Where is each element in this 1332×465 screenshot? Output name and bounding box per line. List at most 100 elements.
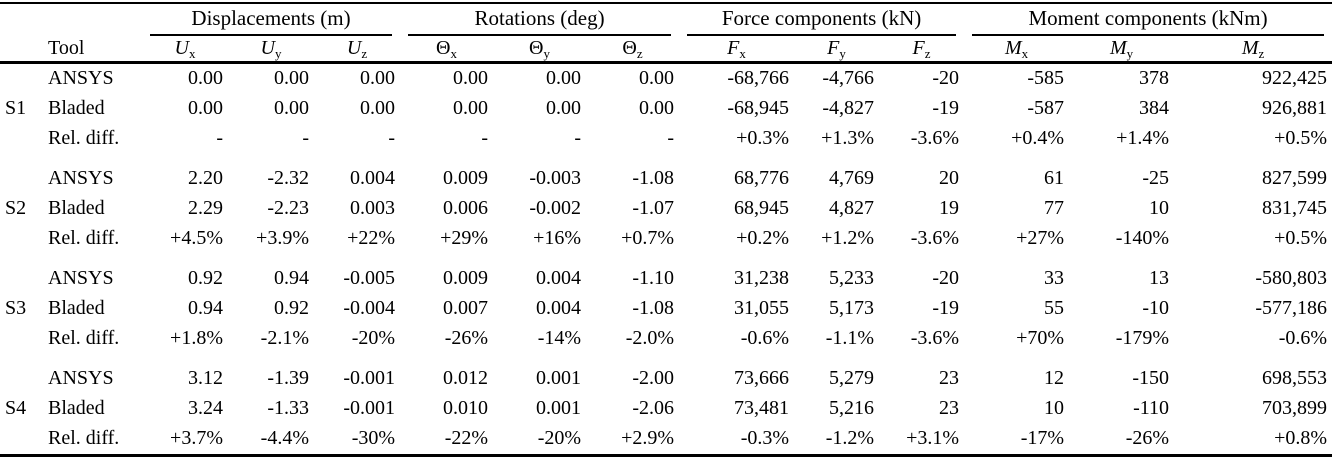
- value-cell-my: -25: [1142, 167, 1170, 189]
- value-cell-fy: 5,279: [829, 367, 875, 389]
- value-cell-mz: -0.6%: [1278, 327, 1328, 349]
- value-cell-uy: -2.1%: [260, 327, 309, 349]
- col-header-theta-x: Θx: [400, 36, 494, 64]
- value-cell-mx: 10: [1044, 397, 1065, 419]
- value-cell-my: 10: [1149, 197, 1170, 219]
- value-cell-fx: +0.3%: [736, 127, 790, 149]
- value-cell-theta-x: 0.012: [443, 367, 489, 389]
- value-cell-theta-y: 0.00: [546, 67, 582, 89]
- value-cell-mz: -580,803: [1255, 267, 1328, 289]
- col-header-subscript: x: [1021, 45, 1029, 61]
- value-cell-theta-z: -1.08: [632, 167, 675, 189]
- sensor-label: S4: [5, 397, 27, 419]
- row-s4-ansys: ANSYS 3.12 -1.39 -0.001 0.012 0.001 -2.00 73,66…: [0, 354, 1332, 394]
- row-s2-bladed: S2 Bladed 2.29 -2.23 0.003 0.006 -0.002 -1.07 68…: [0, 194, 1332, 224]
- col-header-subscript: z: [361, 45, 368, 61]
- value-cell-uz: +22%: [347, 227, 396, 249]
- col-header-subscript: y: [839, 45, 846, 61]
- value-cell-fy: 4,827: [829, 197, 875, 219]
- col-header-fy: Fy: [794, 36, 880, 64]
- value-cell-mx: -587: [1027, 97, 1065, 119]
- value-cell-fz: -3.6%: [910, 327, 960, 349]
- row-s1-ansys: ANSYS 0.00 0.00 0.00 0.00 0.00 0.00 -68,766 -4,7…: [0, 62, 1332, 94]
- value-cell-uy: -2.23: [267, 197, 309, 219]
- value-cell-theta-y: 0.004: [536, 267, 582, 289]
- value-cell-fx: -68,945: [727, 97, 790, 119]
- col-header-subscript: x: [450, 45, 458, 61]
- value-cell-mx: 12: [1044, 367, 1065, 389]
- sensor-label: [0, 224, 46, 254]
- col-header-subscript: x: [739, 45, 746, 61]
- value-cell-theta-y: 0.001: [536, 397, 582, 419]
- value-cell-mx: 33: [1044, 267, 1065, 289]
- col-header-symbol: Θ: [622, 36, 637, 59]
- value-cell-fx: -0.6%: [740, 327, 790, 349]
- value-cell-fy: +1.2%: [821, 227, 875, 249]
- value-cell-fz: -3.6%: [910, 127, 960, 149]
- value-cell-uz: 0.003: [350, 197, 396, 219]
- col-header-uz: Uz: [314, 36, 401, 64]
- col-header-fx: Fx: [679, 36, 795, 64]
- value-cell-uz: -0.001: [343, 397, 396, 419]
- col-header-fz: Fz: [879, 36, 965, 64]
- value-cell-fx: -0.3%: [740, 427, 790, 449]
- tool-name: Bladed: [48, 297, 105, 319]
- tool-name: ANSYS: [48, 267, 114, 289]
- value-cell-fz: 19: [939, 197, 960, 219]
- value-cell-theta-z: 0.00: [639, 97, 675, 119]
- value-cell-ux: -: [216, 127, 223, 149]
- value-cell-theta-y: 0.004: [536, 297, 582, 319]
- sensor-label: [0, 324, 46, 354]
- col-header-uy: Uy: [228, 36, 314, 64]
- row-s1-bladed: S1 Bladed 0.00 0.00 0.00 0.00 0.00 0.00 -68,945 -…: [0, 94, 1332, 124]
- value-cell-uz: 0.00: [360, 67, 396, 89]
- group-header-displacements-label: Displacements (m): [150, 4, 393, 36]
- value-cell-fx: -68,766: [727, 67, 790, 89]
- col-header-symbol: F: [727, 36, 740, 59]
- value-cell-theta-x: -22%: [444, 427, 489, 449]
- col-header-symbol: M: [1109, 36, 1127, 59]
- col-header-theta-z: Θz: [586, 36, 680, 64]
- row-s4-rel-diff: Rel. diff. +3.7% -4.4% -30% -22% -20% +2.9% -0.…: [0, 424, 1332, 456]
- tool-name: ANSYS: [48, 367, 114, 389]
- value-cell-uz: -: [388, 127, 396, 149]
- tool-name: Rel. diff.: [48, 127, 120, 149]
- value-cell-theta-z: -2.00: [632, 367, 675, 389]
- col-header-symbol: M: [1241, 36, 1259, 59]
- value-cell-fy: -4,827: [822, 97, 875, 119]
- group-header-rotations: Rotations (deg): [400, 3, 679, 36]
- value-cell-fx: 73,666: [734, 367, 790, 389]
- value-cell-mx: 55: [1044, 297, 1065, 319]
- value-cell-fz: -3.6%: [910, 227, 960, 249]
- value-cell-ux: 2.29: [188, 197, 223, 219]
- col-header-ux: Ux: [142, 36, 228, 64]
- row-s4-bladed: S4 Bladed 3.24 -1.33 -0.001 0.010 0.001 -2.06 73…: [0, 394, 1332, 424]
- value-cell-fy: -4,766: [822, 67, 875, 89]
- group-header-row: Displacements (m) Rotations (deg) Force …: [0, 3, 1332, 36]
- sensor-label: [0, 124, 46, 154]
- group-header-forces-label: Force components (kN): [687, 4, 957, 36]
- value-cell-theta-z: -1.07: [632, 197, 675, 219]
- value-cell-my: 384: [1139, 97, 1170, 119]
- col-header-symbol: U: [346, 36, 362, 59]
- value-cell-ux: 3.12: [188, 367, 223, 389]
- value-cell-theta-z: 0.00: [639, 67, 675, 89]
- value-cell-mx: +0.4%: [1011, 127, 1065, 149]
- sensor-label: S1: [5, 97, 27, 119]
- value-cell-mx: 61: [1044, 167, 1065, 189]
- col-header-symbol: F: [827, 36, 840, 59]
- value-cell-uz: 0.004: [350, 167, 396, 189]
- col-header-subscript: y: [543, 45, 551, 61]
- sensor-label: [0, 354, 46, 394]
- col-header-theta-y: Θy: [493, 36, 587, 64]
- value-cell-mx: -585: [1027, 67, 1065, 89]
- value-cell-uy: 0.00: [274, 67, 309, 89]
- row-s3-bladed: S3 Bladed 0.94 0.92 -0.004 0.007 0.004 -1.08 31,…: [0, 294, 1332, 324]
- value-cell-uy: -2.32: [267, 167, 309, 189]
- tool-name: Rel. diff.: [48, 227, 120, 249]
- value-cell-theta-x: 0.00: [453, 97, 489, 119]
- value-cell-fy: -1.1%: [825, 327, 875, 349]
- value-cell-my: 13: [1149, 267, 1170, 289]
- value-cell-fz: 20: [939, 167, 960, 189]
- group-header-moments: Moment components (kNm): [964, 3, 1332, 36]
